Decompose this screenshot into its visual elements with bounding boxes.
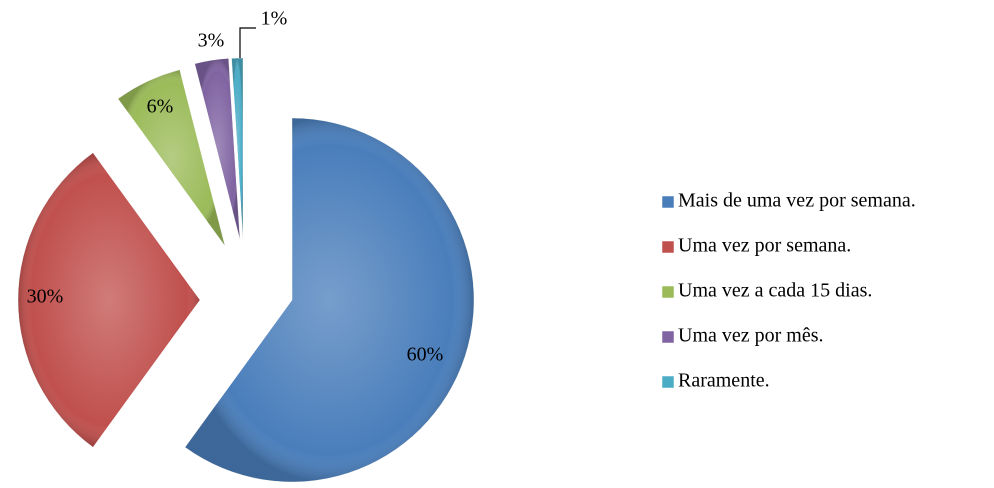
legend-label: Uma vez a cada 15 dias. — [678, 280, 872, 302]
legend-label: Uma vez por semana. — [678, 235, 851, 257]
data-label: 3% — [198, 30, 225, 52]
legend-label: Uma vez por mês. — [678, 325, 824, 347]
data-label: 1% — [261, 8, 288, 30]
legend-swatch — [661, 195, 675, 209]
leader-line — [239, 27, 256, 58]
data-label: 6% — [147, 96, 174, 118]
legend-label: Mais de uma vez por semana. — [678, 190, 916, 212]
legend: Mais de uma vez por semana. Uma vez por s… — [661, 190, 916, 392]
legend-label: Raramente. — [678, 370, 770, 392]
pie: 60% 30% 6% 3% 1% — [17, 8, 475, 483]
data-label: 60% — [407, 344, 444, 366]
legend-swatch — [661, 285, 675, 299]
legend-swatch — [661, 240, 675, 254]
legend-swatch — [661, 330, 675, 344]
data-label: 30% — [27, 286, 64, 308]
legend-swatch — [661, 375, 675, 389]
